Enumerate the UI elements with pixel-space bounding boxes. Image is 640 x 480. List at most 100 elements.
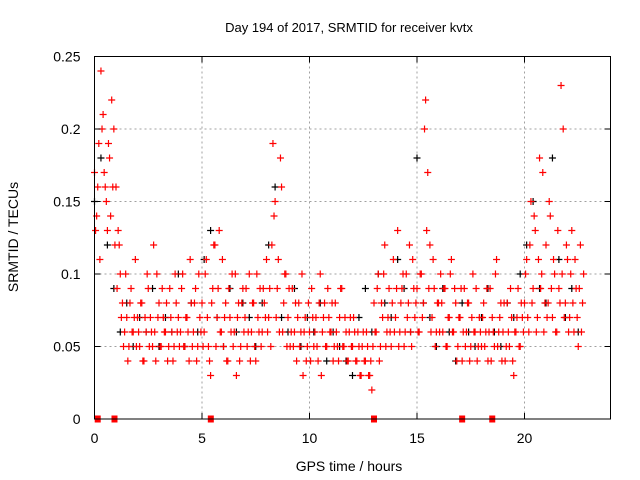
black-plus-point (207, 227, 215, 234)
red-plus-point (488, 314, 496, 321)
black-plus-point (103, 241, 111, 249)
red-plus-point (539, 169, 547, 176)
red-plus-point (190, 299, 198, 307)
red-plus-point (562, 241, 570, 249)
red-plus-point (225, 285, 233, 292)
red-plus-point (528, 299, 536, 307)
red-plus-point (540, 328, 548, 336)
red-plus-point (425, 285, 433, 292)
red-plus-point (447, 256, 455, 263)
red-plus-point (569, 299, 577, 307)
red-plus-point (545, 198, 553, 205)
red-plus-point (270, 212, 278, 220)
red-plus-point (524, 314, 532, 321)
red-plus-point (192, 285, 200, 292)
red-plus-point (243, 343, 251, 350)
red-plus-point (212, 343, 220, 350)
red-plus-point (370, 299, 378, 307)
red-plus-point (446, 270, 454, 278)
red-plus-point (461, 343, 469, 350)
red-plus-point (498, 357, 506, 365)
red-plus-point (309, 314, 317, 321)
red-plus-point (560, 314, 568, 321)
red-plus-point (514, 285, 522, 292)
red-plus-point (382, 343, 390, 350)
red-plus-point (273, 285, 281, 292)
red-plus-point (326, 328, 334, 336)
red-plus-point (464, 299, 472, 307)
red-plus-point (315, 299, 323, 307)
red-plus-point (556, 299, 564, 307)
red-plus-point (95, 140, 103, 147)
red-plus-point (218, 256, 226, 263)
red-plus-point (241, 314, 249, 321)
y-tick-label: 0.05 (53, 339, 80, 355)
red-plus-point (367, 357, 375, 365)
red-plus-point (165, 343, 173, 350)
red-plus-point (179, 270, 187, 278)
red-plus-point (287, 328, 295, 336)
red-plus-point (424, 169, 432, 176)
red-plus-point (530, 212, 538, 220)
red-plus-point (546, 212, 554, 220)
red-plus-point (122, 270, 130, 278)
red-plus-point (558, 270, 566, 278)
red-plus-point (99, 111, 107, 118)
red-plus-point (487, 357, 495, 365)
red-plus-point (280, 299, 288, 307)
red-plus-point (113, 285, 121, 292)
red-plus-point (292, 299, 300, 307)
y-tick-label: 0 (73, 411, 81, 427)
red-plus-point (107, 212, 115, 220)
red-plus-point (110, 125, 118, 133)
red-plus-point (178, 285, 186, 292)
red-plus-point (405, 241, 413, 249)
red-plus-point (554, 227, 562, 234)
red-plus-point (298, 270, 306, 278)
red-plus-point (233, 314, 241, 321)
red-plus-point (254, 314, 262, 321)
red-plus-point (523, 256, 531, 263)
red-plus-point (222, 299, 230, 307)
red-plus-point (526, 241, 534, 249)
red-plus-point (154, 314, 162, 321)
red-plus-point (294, 314, 302, 321)
red-plus-point (155, 299, 163, 307)
red-plus-point (229, 343, 237, 350)
red-plus-point (394, 227, 402, 234)
red-plus-point (120, 343, 128, 350)
red-plus-point (347, 343, 355, 350)
red-plus-point (301, 314, 309, 321)
red-plus-point (418, 314, 426, 321)
red-plus-point (511, 328, 519, 336)
red-plus-point (350, 314, 358, 321)
red-plus-point (483, 285, 491, 292)
red-plus-point (399, 270, 407, 278)
red-plus-point (345, 328, 353, 336)
red-plus-point (174, 314, 182, 321)
red-plus-point (410, 285, 418, 292)
red-plus-point (160, 328, 168, 336)
black-plus-point (413, 154, 421, 162)
red-plus-point (201, 270, 209, 278)
red-plus-point (429, 256, 437, 263)
red-plus-point (137, 299, 145, 307)
red-plus-point (103, 227, 111, 234)
red-plus-point (172, 299, 180, 307)
red-plus-point (274, 256, 282, 263)
red-plus-point (419, 299, 427, 307)
red-plus-point (153, 270, 161, 278)
red-plus-point (132, 343, 140, 350)
red-plus-point (507, 285, 515, 292)
red-plus-point (328, 299, 336, 307)
red-plus-point (522, 270, 530, 278)
red-plus-point (335, 357, 343, 365)
red-plus-point (263, 256, 270, 263)
red-plus-point (414, 328, 422, 336)
red-plus-point (408, 343, 416, 350)
red-plus-point (143, 270, 151, 278)
red-plus-point (195, 270, 203, 278)
red-plus-point (236, 357, 244, 365)
red-plus-point (147, 328, 155, 336)
red-plus-point (412, 299, 420, 307)
